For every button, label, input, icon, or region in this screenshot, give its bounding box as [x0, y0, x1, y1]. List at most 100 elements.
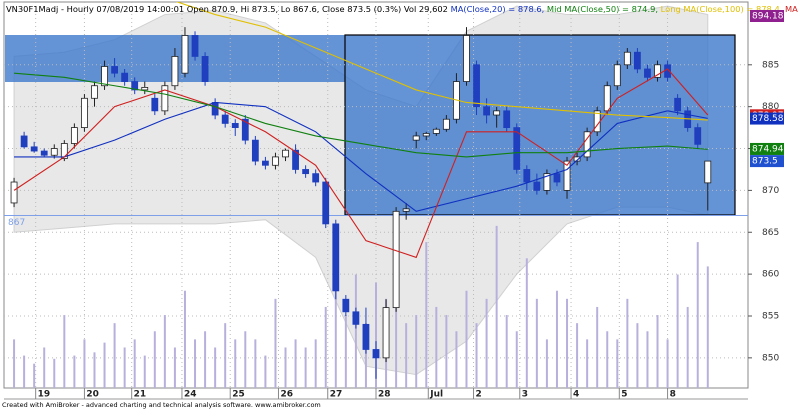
volume-bar	[616, 339, 619, 388]
volume-bar	[666, 339, 669, 388]
volume-bar	[696, 242, 699, 388]
ma-line	[14, 101, 708, 212]
title-part: MA(Close,20) = 878.6,	[451, 4, 547, 14]
candle-body	[211, 102, 219, 116]
candle-body	[70, 127, 78, 144]
volume-bar	[284, 347, 287, 388]
candle-body	[634, 51, 641, 70]
footer: Created with AmiBroker - advanced charti…	[2, 401, 321, 409]
candle-body	[513, 127, 521, 170]
volume-bar	[294, 339, 297, 388]
volume-bar	[224, 323, 227, 388]
candle-body	[131, 81, 139, 91]
candle-body	[483, 106, 490, 116]
volume-bar	[204, 331, 207, 388]
candle-body	[231, 123, 239, 128]
volume-bar	[63, 315, 66, 388]
volume-bar	[656, 315, 659, 388]
candle-body	[362, 323, 370, 350]
candle-body	[302, 169, 310, 175]
candle-body	[473, 64, 480, 108]
volume-bar	[576, 323, 579, 388]
volume-bar	[93, 352, 96, 388]
volume-bar	[304, 347, 307, 388]
candle-body	[91, 85, 98, 99]
candle-body	[402, 208, 410, 212]
volume-bar	[143, 355, 146, 388]
candle-body	[613, 64, 621, 87]
volume-bar	[264, 355, 267, 388]
volume-bar	[13, 339, 16, 388]
volume-bar	[505, 315, 508, 388]
volume-bar	[596, 306, 599, 388]
y-tick-label: 870	[762, 186, 779, 196]
candle-body	[603, 85, 611, 112]
candle-body	[342, 298, 350, 313]
x-tick-label: 8	[670, 390, 676, 400]
volume-bar	[183, 290, 186, 388]
volume-bar	[415, 315, 418, 388]
volume-bar	[33, 363, 36, 388]
candle-body	[10, 181, 18, 204]
volume-bar	[153, 331, 156, 388]
volume-bar	[83, 339, 86, 388]
volume-bar	[686, 306, 689, 388]
value-badge-label: 874.948	[752, 144, 789, 154]
volume-bar	[113, 323, 116, 388]
volume-bar	[43, 347, 46, 388]
x-tick-label: Jul	[429, 390, 443, 400]
volume-bar	[626, 298, 629, 388]
candle-body	[392, 210, 400, 309]
x-tick-label: 2	[476, 390, 482, 400]
chart-title: VN30F1Madj - Hourly 07/08/2019 14:00:01 …	[6, 4, 798, 14]
volume-bar	[555, 290, 558, 388]
candle-body	[81, 97, 88, 128]
y-tick-label: 885	[762, 60, 779, 70]
volume-bar	[586, 339, 589, 388]
candle-body	[543, 173, 551, 191]
candle-body	[583, 131, 591, 158]
candle-body	[704, 160, 712, 184]
candle-body	[40, 150, 48, 156]
volume-bar	[234, 339, 237, 388]
volume-bar	[123, 347, 126, 388]
candle-body	[623, 51, 631, 66]
candle-body	[493, 110, 501, 116]
volume-bar	[606, 331, 609, 388]
volume-bar	[344, 315, 347, 388]
candle-body	[141, 87, 149, 91]
x-tick-label: 28	[378, 390, 391, 400]
y-tick-label: 865	[762, 228, 779, 238]
volume-bar	[334, 290, 337, 388]
candle-body	[352, 311, 360, 325]
candle-body	[221, 114, 229, 124]
volume-bar	[53, 358, 56, 388]
y-tick-label: 880	[762, 102, 779, 112]
volume-bar	[364, 323, 367, 388]
volume-bar	[535, 298, 538, 388]
candle-body	[442, 118, 450, 130]
candle-body	[171, 56, 179, 87]
volume-bar	[465, 290, 468, 388]
candle-body	[181, 35, 189, 74]
candle-body	[282, 149, 289, 158]
value-badge-label: 873.5	[752, 157, 778, 167]
candle-body	[312, 173, 320, 183]
volume-bar	[23, 355, 26, 388]
volume-bar	[103, 342, 106, 388]
candle-body	[251, 139, 259, 162]
volume-bar	[133, 339, 136, 388]
candle-body	[563, 160, 571, 191]
candle-body	[644, 68, 651, 78]
candle-body	[292, 149, 299, 170]
y-tick-label: 855	[762, 311, 779, 321]
volume-bar	[475, 323, 478, 388]
value-badge	[750, 112, 784, 125]
candle-body	[654, 64, 661, 78]
volume-bar	[194, 339, 197, 388]
candle-body	[553, 173, 561, 183]
candle-body	[50, 148, 58, 156]
volume-bar	[435, 306, 438, 388]
candle-body	[322, 181, 330, 225]
